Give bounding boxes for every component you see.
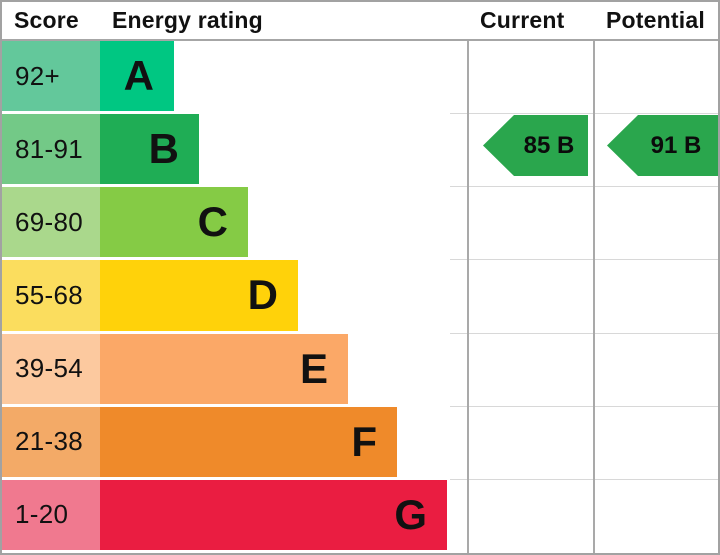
band-letter: G <box>394 490 427 538</box>
band-bar: F <box>100 406 397 477</box>
band-letter: F <box>351 417 377 465</box>
row-separator-line <box>450 259 718 261</box>
band-row-g: 1-20 G <box>2 479 718 553</box>
band-letter: B <box>148 125 179 173</box>
row-separator-line <box>450 405 718 407</box>
current-rating-label: 85 B <box>523 132 575 159</box>
header-score: Score <box>14 7 79 33</box>
band-bar: D <box>100 260 298 331</box>
divider-energy-current <box>467 2 469 553</box>
band-bar: C <box>100 187 248 258</box>
band-letter: A <box>123 52 154 100</box>
band-row-b: 81-91 B <box>2 114 718 187</box>
band-bar: B <box>100 114 199 185</box>
band-row-d: 55-68 D <box>2 260 718 333</box>
left-pointing-arrow-icon <box>607 115 718 176</box>
band-bar: G <box>100 479 447 550</box>
left-pointing-arrow-icon <box>483 115 588 176</box>
band-score-cell: 1-20 <box>2 479 100 550</box>
band-rows: 92+ A 81-91 B 69-80 C 55-68 D 39-54 E 21-38 F 1-20 G <box>2 41 718 553</box>
band-letter: E <box>299 344 328 392</box>
header-energy-rating: Energy rating <box>112 7 263 33</box>
band-row-c: 69-80 C <box>2 187 718 260</box>
current-rating-arrow: 85 B <box>483 115 588 176</box>
band-bar: A <box>100 41 174 112</box>
band-score-cell: 39-54 <box>2 333 100 404</box>
band-row-a: 92+ A <box>2 41 718 114</box>
row-separator-line <box>450 113 718 115</box>
header-row: Score Energy rating Current Potential <box>2 2 718 41</box>
band-bar: E <box>100 333 348 404</box>
header-current: Current <box>480 7 565 33</box>
band-score-cell: 21-38 <box>2 406 100 477</box>
band-score-cell: 81-91 <box>2 114 100 185</box>
header-potential: Potential <box>606 7 705 33</box>
band-score-cell: 69-80 <box>2 187 100 258</box>
band-letter: C <box>197 198 228 246</box>
potential-rating-label: 91 B <box>650 132 702 159</box>
band-row-f: 21-38 F <box>2 406 718 480</box>
row-separator-line <box>450 186 718 188</box>
divider-current-potential <box>593 2 595 553</box>
band-letter: D <box>247 271 278 319</box>
row-separator-line <box>450 332 718 334</box>
potential-rating-arrow: 91 B <box>607 115 718 176</box>
band-score-cell: 55-68 <box>2 260 100 331</box>
band-score-cell: 92+ <box>2 41 100 112</box>
band-row-e: 39-54 E <box>2 333 718 407</box>
row-separator-line <box>450 478 718 480</box>
